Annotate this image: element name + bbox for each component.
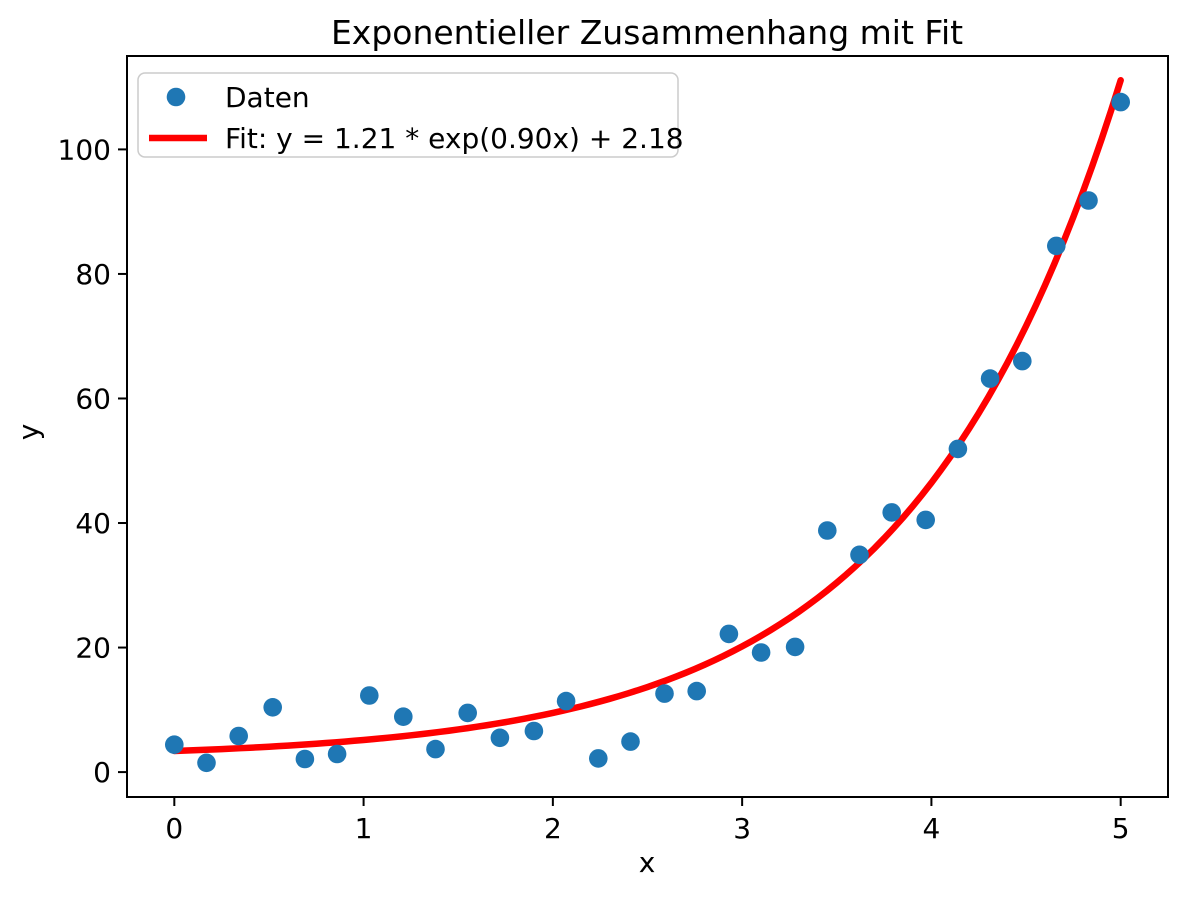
data-point bbox=[458, 703, 478, 723]
data-point bbox=[197, 753, 216, 773]
x-tick-label: 4 bbox=[922, 812, 940, 845]
x-tick-label: 2 bbox=[544, 812, 562, 845]
plot-area bbox=[126, 55, 1169, 798]
data-point bbox=[524, 721, 544, 741]
data-point bbox=[327, 744, 347, 764]
legend-label-daten: Daten bbox=[225, 81, 310, 114]
legend-scatter-marker-icon bbox=[166, 87, 186, 107]
scatter-points bbox=[165, 92, 1130, 773]
data-point bbox=[360, 686, 379, 705]
data-point bbox=[751, 643, 771, 662]
data-point bbox=[719, 624, 739, 644]
x-tick-label: 5 bbox=[1112, 812, 1130, 845]
legend: Daten Fit: y = 1.21 * exp(0.90x) + 2.18 bbox=[137, 72, 684, 158]
legend-label-fit: Fit: y = 1.21 * exp(0.90x) + 2.18 bbox=[225, 122, 684, 155]
x-tick-label: 1 bbox=[355, 812, 373, 845]
x-axis-label: x bbox=[639, 846, 656, 879]
y-tick-label: 0 bbox=[93, 756, 111, 789]
data-point bbox=[818, 521, 837, 540]
data-point bbox=[1013, 351, 1032, 371]
data-point bbox=[785, 637, 805, 657]
data-point bbox=[490, 728, 510, 748]
data-point bbox=[426, 739, 445, 759]
data-point bbox=[1111, 92, 1130, 112]
data-point bbox=[916, 510, 935, 530]
data-point bbox=[556, 691, 576, 711]
y-tick-label: 20 bbox=[75, 632, 111, 665]
data-point bbox=[1079, 191, 1098, 210]
fit-line bbox=[171, 77, 1124, 755]
data-point bbox=[589, 749, 608, 768]
x-axis-ticks: 0 1 2 3 4 5 bbox=[165, 797, 1130, 845]
x-tick-label: 0 bbox=[165, 812, 183, 845]
y-tick-label: 80 bbox=[75, 258, 111, 291]
data-point bbox=[882, 503, 901, 522]
legend-box bbox=[137, 72, 679, 158]
data-point bbox=[394, 707, 413, 726]
data-point bbox=[850, 545, 869, 565]
data-point bbox=[948, 439, 968, 459]
data-point bbox=[621, 732, 640, 751]
y-axis-ticks: 0 20 40 60 80 100 bbox=[58, 133, 127, 789]
y-tick-label: 60 bbox=[75, 382, 111, 415]
data-point bbox=[229, 726, 248, 746]
data-point bbox=[980, 369, 1000, 388]
data-point bbox=[263, 698, 283, 717]
data-point bbox=[1047, 236, 1066, 256]
y-tick-label: 40 bbox=[75, 507, 111, 540]
data-point bbox=[165, 735, 184, 754]
chart-title: Exponentieller Zusammenhang mit Fit bbox=[331, 13, 963, 52]
data-point bbox=[687, 681, 706, 701]
x-tick-label: 3 bbox=[733, 812, 751, 845]
y-tick-label: 100 bbox=[58, 133, 111, 166]
data-point bbox=[295, 749, 315, 769]
y-axis-label: y bbox=[12, 424, 45, 441]
data-point bbox=[655, 684, 674, 703]
